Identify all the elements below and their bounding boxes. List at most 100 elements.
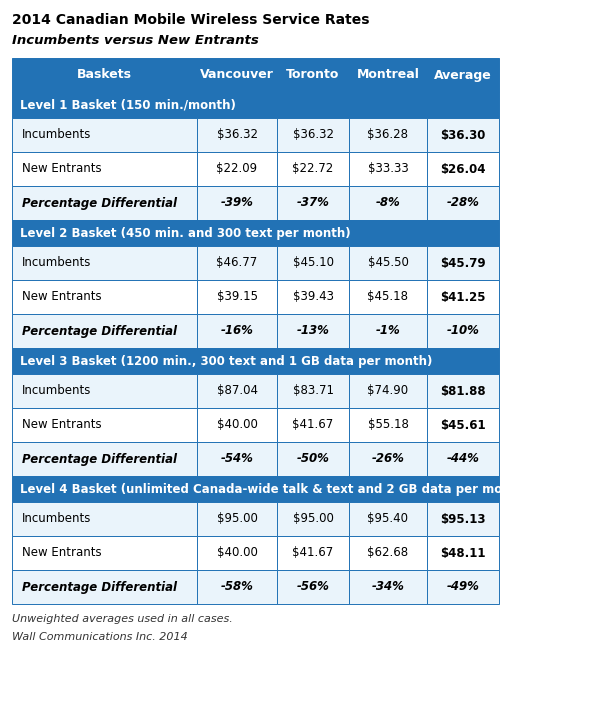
Text: $45.50: $45.50 [368,256,408,270]
Bar [349,246,427,280]
Text: Unweighted averages used in all cases.: Unweighted averages used in all cases. [12,614,233,624]
Text: $22.09: $22.09 [216,162,257,176]
Text: Percentage Differential: Percentage Differential [22,453,177,465]
Text: Level 3 Basket (1200 min., 300 text and 1 GB data per month): Level 3 Basket (1200 min., 300 text and … [20,355,432,368]
Text: $46.77: $46.77 [216,256,257,270]
Bar [349,152,427,186]
Text: Baskets: Baskets [77,69,132,81]
Bar [12,152,197,186]
Text: Percentage Differential: Percentage Differential [22,581,177,593]
Bar [277,570,349,604]
Text: $40.00: $40.00 [217,418,257,432]
Bar [12,374,197,408]
Text: $41.67: $41.67 [292,418,333,432]
Bar [197,570,277,604]
Bar [349,536,427,570]
Bar [197,442,277,476]
Text: Incumbents versus New Entrants: Incumbents versus New Entrants [12,34,259,47]
Text: 2014 Canadian Mobile Wireless Service Rates: 2014 Canadian Mobile Wireless Service Ra… [12,13,369,27]
Bar [277,408,349,442]
Text: $39.43: $39.43 [293,291,333,303]
Text: $95.00: $95.00 [217,512,257,526]
Text: $83.71: $83.71 [293,385,333,397]
Text: $41.25: $41.25 [440,291,486,303]
Bar [349,442,427,476]
Text: $36.32: $36.32 [217,128,257,142]
Text: $26.04: $26.04 [440,162,486,176]
Text: Incumbents: Incumbents [22,128,91,142]
Bar [349,314,427,348]
Text: Montreal: Montreal [356,69,419,81]
Bar [197,314,277,348]
Bar [12,536,197,570]
Bar [349,280,427,314]
Bar [197,502,277,536]
Text: New Entrants: New Entrants [22,291,102,303]
Text: $48.11: $48.11 [440,546,486,559]
Text: $95.40: $95.40 [368,512,409,526]
Bar [197,152,277,186]
Bar [277,442,349,476]
Bar [349,408,427,442]
Text: -16%: -16% [220,324,253,338]
Text: -34%: -34% [372,581,405,593]
Bar [277,152,349,186]
Bar [427,246,499,280]
Bar [277,280,349,314]
Text: Incumbents: Incumbents [22,256,91,270]
Bar [427,118,499,152]
Text: New Entrants: New Entrants [22,546,102,559]
Text: Percentage Differential: Percentage Differential [22,197,177,209]
Text: Incumbents: Incumbents [22,512,91,526]
Bar [349,502,427,536]
Bar [349,570,427,604]
Bar [197,58,277,92]
Bar [277,246,349,280]
Bar [427,58,499,92]
Text: -10%: -10% [446,324,479,338]
Bar [277,58,349,92]
Bar [12,186,197,220]
Bar [427,374,499,408]
Text: -1%: -1% [376,324,401,338]
Bar [427,536,499,570]
Text: -26%: -26% [372,453,405,465]
Text: Wall Communications Inc. 2014: Wall Communications Inc. 2014 [12,632,188,642]
Text: Level 4 Basket (unlimited Canada-wide talk & text and 2 GB data per month): Level 4 Basket (unlimited Canada-wide ta… [20,482,530,496]
Text: $33.33: $33.33 [368,162,408,176]
Bar [197,118,277,152]
Text: $22.72: $22.72 [292,162,333,176]
Text: $36.28: $36.28 [368,128,409,142]
Text: $36.32: $36.32 [293,128,333,142]
Text: $62.68: $62.68 [368,546,409,559]
Text: $87.04: $87.04 [217,385,257,397]
Bar [349,374,427,408]
Text: New Entrants: New Entrants [22,162,102,176]
Bar [349,58,427,92]
Text: $55.18: $55.18 [368,418,408,432]
Bar [12,502,197,536]
Text: Level 2 Basket (450 min. and 300 text per month): Level 2 Basket (450 min. and 300 text pe… [20,227,350,239]
Bar [427,314,499,348]
Bar [12,280,197,314]
Bar [12,570,197,604]
Text: -28%: -28% [446,197,479,209]
Text: Toronto: Toronto [286,69,340,81]
Bar [349,186,427,220]
Text: Average: Average [434,69,492,81]
Text: -54%: -54% [220,453,253,465]
Text: -44%: -44% [446,453,479,465]
Bar [12,220,499,246]
Bar [12,92,499,118]
Bar [427,280,499,314]
Bar [277,118,349,152]
Text: $45.10: $45.10 [293,256,333,270]
Text: $40.00: $40.00 [217,546,257,559]
Bar [277,314,349,348]
Bar [277,536,349,570]
Text: Percentage Differential: Percentage Differential [22,324,177,338]
Bar [12,442,197,476]
Bar [12,246,197,280]
Bar [12,408,197,442]
Bar [427,152,499,186]
